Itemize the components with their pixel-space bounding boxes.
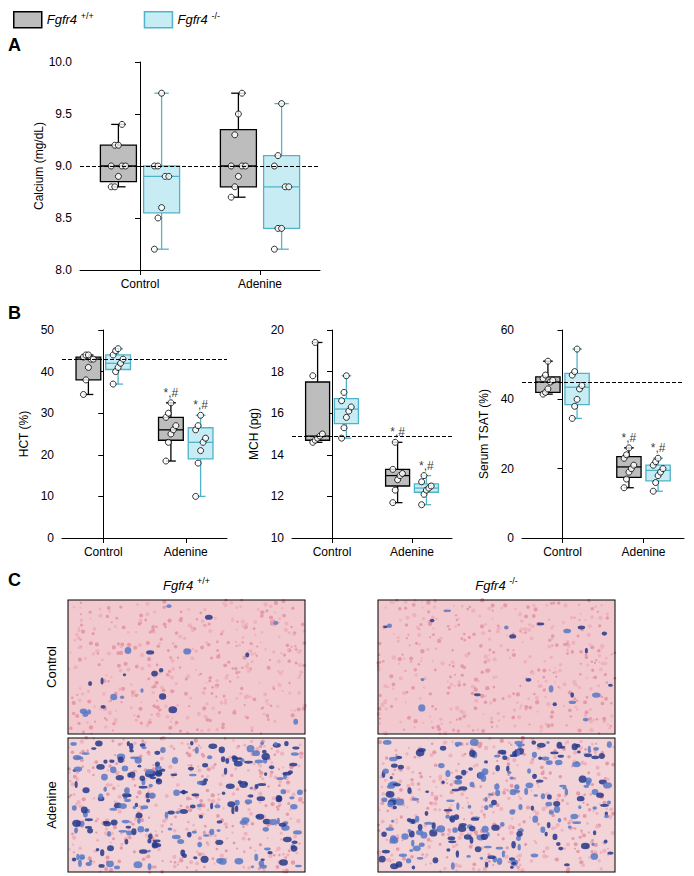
svg-text:0: 0	[47, 531, 54, 545]
svg-text:Fgfr4 -/-: Fgfr4 -/-	[475, 576, 517, 593]
svg-text:*,#: *,#	[164, 386, 179, 400]
svg-text:Control: Control	[121, 277, 160, 291]
svg-text:10: 10	[41, 489, 55, 503]
svg-text:9.0: 9.0	[55, 159, 72, 173]
svg-text:40: 40	[41, 365, 55, 379]
svg-text:Control: Control	[44, 646, 59, 688]
svg-text:Fgfr4: Fgfr4	[177, 12, 211, 27]
svg-text:8.5: 8.5	[55, 211, 72, 225]
svg-text:*,#: *,#	[622, 431, 637, 445]
svg-text:12: 12	[271, 489, 285, 503]
svg-text:*,#: *,#	[390, 425, 405, 439]
svg-text:Adenine: Adenine	[44, 781, 59, 829]
svg-text:14: 14	[271, 448, 285, 462]
svg-text:40: 40	[501, 392, 515, 406]
svg-text:30: 30	[41, 406, 55, 420]
svg-text:A: A	[8, 35, 21, 55]
svg-text:60: 60	[501, 323, 515, 337]
svg-text:HCT (%): HCT (%)	[17, 411, 31, 457]
svg-text:B: B	[8, 303, 21, 323]
svg-text:10.0: 10.0	[49, 55, 73, 69]
svg-text:Control: Control	[543, 545, 582, 559]
svg-text:Serum TSAT (%): Serum TSAT (%)	[477, 389, 491, 479]
svg-text:*,#: *,#	[651, 441, 666, 455]
svg-text:50: 50	[41, 323, 55, 337]
svg-text:20: 20	[271, 323, 285, 337]
svg-text:-/-: -/-	[211, 11, 220, 21]
svg-text:10: 10	[271, 531, 285, 545]
svg-text:8.0: 8.0	[55, 263, 72, 277]
svg-text:Fgfr4 +/+: Fgfr4 +/+	[163, 576, 210, 593]
svg-text:0: 0	[507, 531, 514, 545]
svg-text:*,#: *,#	[419, 459, 434, 473]
svg-text:9.5: 9.5	[55, 107, 72, 121]
svg-text:Adenine: Adenine	[390, 545, 434, 559]
svg-text:+/+: +/+	[81, 11, 94, 21]
svg-text:20: 20	[41, 448, 55, 462]
svg-text:Control: Control	[84, 545, 123, 559]
svg-text:Control: Control	[313, 545, 352, 559]
svg-text:18: 18	[271, 365, 285, 379]
svg-text:20: 20	[501, 462, 515, 476]
svg-text:16: 16	[271, 406, 285, 420]
svg-text:Adenine: Adenine	[164, 545, 208, 559]
svg-text:MCH (pg): MCH (pg)	[247, 408, 261, 460]
svg-text:Adenine: Adenine	[621, 545, 665, 559]
svg-text:Calcium (mg/dL): Calcium (mg/dL)	[32, 122, 46, 210]
svg-text:*,#: *,#	[193, 398, 208, 412]
svg-text:Fgfr4: Fgfr4	[47, 12, 81, 27]
svg-text:Adenine: Adenine	[238, 277, 282, 291]
svg-text:C: C	[8, 570, 21, 590]
